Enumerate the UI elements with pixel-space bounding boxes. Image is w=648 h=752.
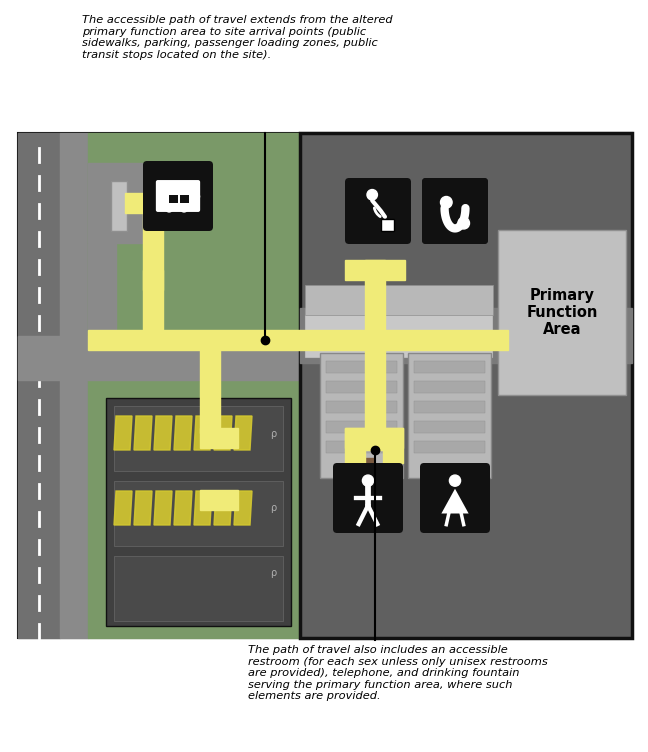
Text: The path of travel also includes an accessible
restroom (for each sex unless onl: The path of travel also includes an acce… bbox=[248, 645, 548, 702]
Bar bbox=[414, 361, 485, 373]
Bar bbox=[143, 193, 163, 290]
Polygon shape bbox=[174, 491, 192, 525]
Polygon shape bbox=[114, 416, 132, 450]
FancyBboxPatch shape bbox=[156, 180, 200, 212]
Bar bbox=[125, 193, 163, 213]
Bar bbox=[414, 421, 485, 433]
Text: ρ: ρ bbox=[270, 429, 276, 439]
Polygon shape bbox=[214, 416, 232, 450]
FancyBboxPatch shape bbox=[333, 463, 403, 533]
Bar bbox=[414, 401, 485, 413]
Circle shape bbox=[450, 475, 461, 487]
Bar bbox=[200, 348, 220, 433]
Bar bbox=[60, 133, 88, 638]
FancyBboxPatch shape bbox=[422, 178, 488, 244]
Bar bbox=[300, 133, 632, 638]
Bar bbox=[305, 285, 493, 315]
Polygon shape bbox=[234, 491, 252, 525]
Text: ρ: ρ bbox=[270, 503, 276, 513]
Polygon shape bbox=[234, 416, 252, 450]
FancyBboxPatch shape bbox=[420, 463, 490, 533]
Polygon shape bbox=[134, 416, 152, 450]
Bar bbox=[414, 381, 485, 393]
Bar bbox=[18, 133, 60, 638]
Bar bbox=[169, 195, 178, 203]
Bar bbox=[88, 133, 303, 336]
Bar bbox=[498, 230, 626, 395]
Polygon shape bbox=[134, 491, 152, 525]
Polygon shape bbox=[194, 416, 212, 450]
FancyBboxPatch shape bbox=[345, 178, 411, 244]
Text: Primary
Function
Area: Primary Function Area bbox=[526, 287, 597, 338]
Bar bbox=[326, 401, 397, 413]
Polygon shape bbox=[194, 491, 212, 525]
Polygon shape bbox=[174, 416, 192, 450]
Bar bbox=[326, 361, 397, 373]
Polygon shape bbox=[114, 491, 132, 525]
Bar bbox=[180, 195, 189, 203]
Bar bbox=[326, 441, 397, 453]
Circle shape bbox=[441, 196, 452, 208]
Bar bbox=[320, 353, 403, 478]
Bar bbox=[356, 458, 374, 474]
Bar bbox=[414, 441, 485, 453]
Bar bbox=[18, 336, 632, 380]
Bar bbox=[114, 556, 283, 621]
Bar bbox=[88, 330, 508, 350]
FancyBboxPatch shape bbox=[143, 161, 213, 231]
Polygon shape bbox=[214, 491, 232, 525]
Circle shape bbox=[362, 475, 374, 487]
Bar bbox=[326, 381, 397, 393]
Bar bbox=[365, 260, 385, 332]
FancyBboxPatch shape bbox=[381, 219, 393, 232]
Bar bbox=[408, 353, 491, 478]
Circle shape bbox=[165, 204, 173, 212]
Bar bbox=[345, 428, 403, 448]
Bar bbox=[88, 380, 303, 638]
Circle shape bbox=[367, 190, 377, 200]
Polygon shape bbox=[154, 491, 172, 525]
Bar bbox=[88, 163, 143, 243]
Bar bbox=[143, 163, 173, 208]
Bar bbox=[345, 260, 405, 280]
Bar bbox=[18, 133, 632, 638]
FancyBboxPatch shape bbox=[422, 178, 488, 244]
Bar bbox=[305, 308, 493, 358]
Bar bbox=[88, 243, 116, 336]
Bar bbox=[365, 348, 385, 450]
Bar bbox=[300, 308, 632, 363]
Bar bbox=[111, 181, 127, 231]
Circle shape bbox=[458, 217, 470, 229]
Bar bbox=[106, 398, 291, 626]
Bar bbox=[345, 428, 365, 463]
Bar bbox=[200, 428, 238, 448]
Polygon shape bbox=[441, 489, 469, 514]
Circle shape bbox=[180, 204, 188, 212]
Polygon shape bbox=[154, 416, 172, 450]
Text: The accessible path of travel extends from the altered
primary function area to : The accessible path of travel extends fr… bbox=[82, 15, 393, 60]
Bar bbox=[114, 481, 283, 546]
Bar bbox=[200, 490, 238, 510]
Bar bbox=[326, 421, 397, 433]
Bar bbox=[143, 270, 163, 340]
Text: ρ: ρ bbox=[270, 568, 276, 578]
Bar bbox=[383, 428, 403, 463]
Bar bbox=[114, 406, 283, 471]
